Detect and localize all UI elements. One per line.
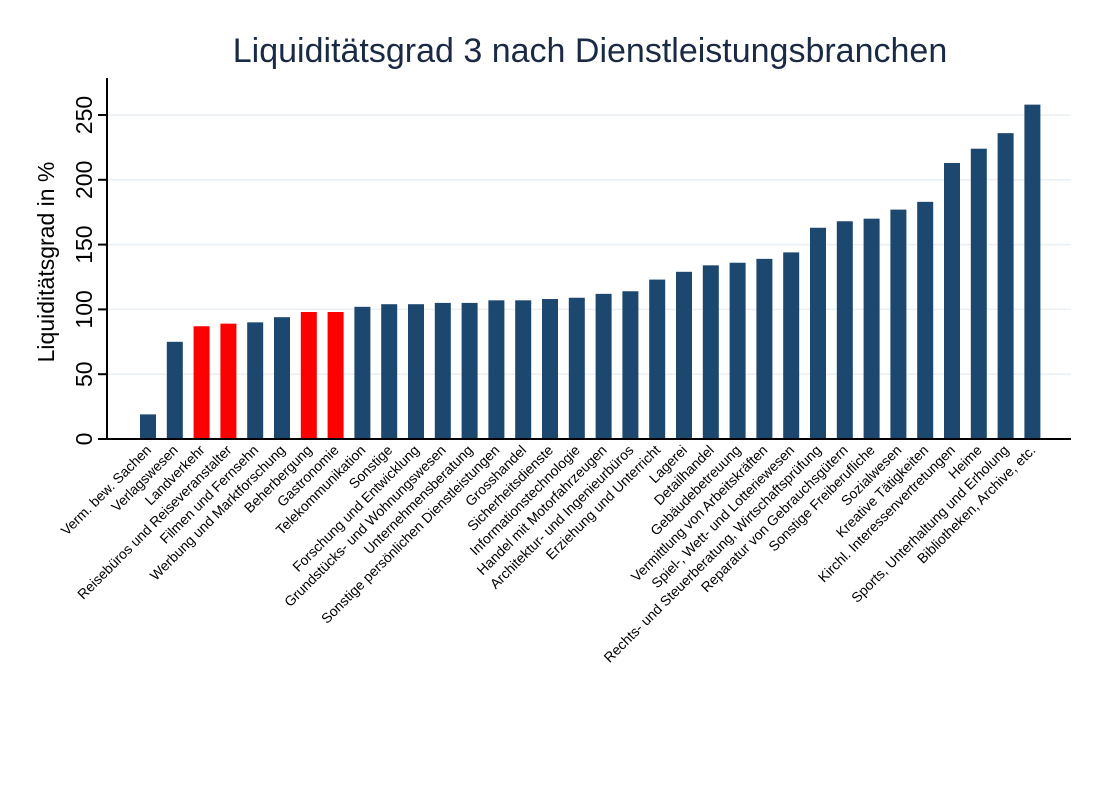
bar <box>756 258 773 439</box>
bar <box>166 341 183 439</box>
bar <box>676 271 692 439</box>
y-tick-label: 150 <box>71 225 97 263</box>
bar <box>381 304 398 439</box>
bar <box>997 133 1014 440</box>
bar <box>810 227 826 439</box>
bar <box>944 162 960 439</box>
bar <box>274 317 290 439</box>
bar <box>568 297 585 439</box>
bar <box>917 201 934 439</box>
x-axis-ticks: Verm. bew. SachenVerlagswesenLandverkehr… <box>58 442 1039 666</box>
gridlines <box>108 114 1071 375</box>
y-tick-label: 250 <box>71 96 97 134</box>
bar <box>1024 104 1041 439</box>
bar <box>729 262 746 439</box>
bar <box>649 279 666 439</box>
bar <box>863 218 880 439</box>
bar <box>140 414 156 439</box>
bar <box>488 300 505 439</box>
y-tick-label: 200 <box>71 161 97 199</box>
y-tick-label: 50 <box>71 361 97 387</box>
bar <box>542 299 558 439</box>
bar <box>300 311 317 439</box>
bar <box>461 302 478 439</box>
bar <box>193 326 210 439</box>
bar <box>783 252 800 439</box>
bar <box>970 148 987 440</box>
bar <box>408 304 424 439</box>
bar <box>702 265 719 439</box>
bar <box>220 323 237 439</box>
bar <box>434 302 451 439</box>
bar <box>354 306 371 439</box>
bar <box>622 291 639 439</box>
bar <box>595 293 612 439</box>
bar <box>515 300 532 439</box>
chart-title: Liquiditätsgrad 3 nach Dienstleistungsbr… <box>233 32 947 70</box>
bars <box>140 104 1041 440</box>
y-axis-ticks: 0 50 100 150 200 250 <box>71 96 107 446</box>
bar <box>327 311 344 439</box>
bar <box>890 209 907 439</box>
bar <box>836 221 853 439</box>
y-tick-label: 100 <box>71 290 97 328</box>
bar <box>247 322 264 439</box>
y-axis-label: Liquiditätsgrad in % <box>33 162 59 363</box>
y-tick-label: 0 <box>71 433 97 446</box>
